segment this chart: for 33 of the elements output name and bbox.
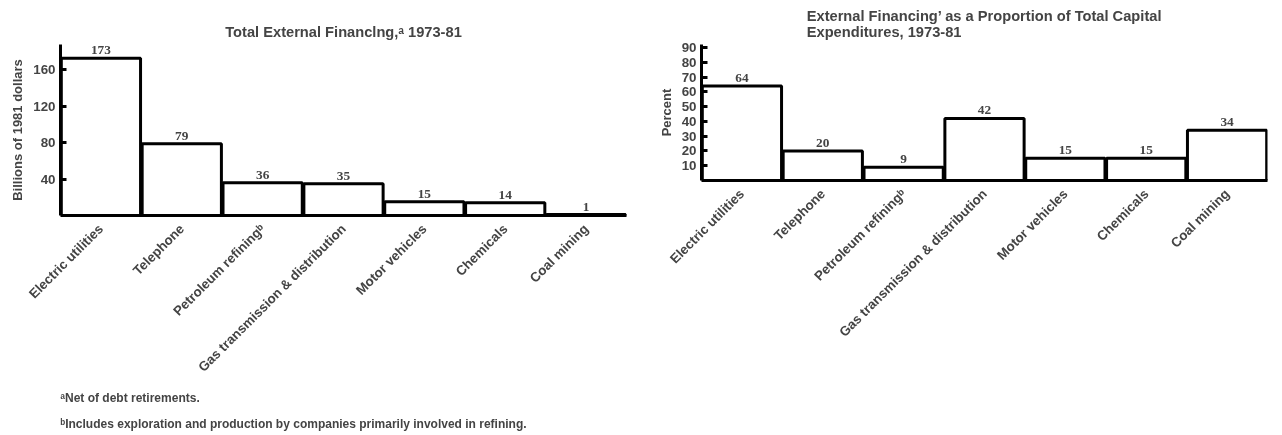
data-label: 34 — [1220, 114, 1235, 130]
data-label: 79 — [175, 127, 189, 143]
data-label: 20 — [816, 134, 830, 150]
y-tick-label: 50 — [681, 99, 697, 115]
y-axis-title: Billions of 1981 dollars — [10, 59, 26, 201]
y-tick-label: 20 — [681, 143, 697, 159]
data-label: 15 — [1058, 142, 1073, 158]
data-label: 14 — [498, 186, 513, 202]
y-tick-label: 70 — [681, 69, 697, 85]
data-label: 64 — [735, 69, 749, 85]
y-tick-label: 80 — [681, 54, 697, 70]
y-tick-label: 160 — [33, 62, 56, 78]
y-tick-label: 80 — [40, 135, 56, 151]
chart-title: Total External Financlng,ᵃ 1973-81 — [225, 23, 462, 40]
y-tick-label: 40 — [40, 171, 56, 187]
y-tick-label: 40 — [681, 113, 697, 129]
y-tick-label: 30 — [681, 128, 697, 144]
data-label: 9 — [900, 151, 908, 167]
y-axis-title: Percent — [658, 87, 674, 137]
y-tick-label: 120 — [33, 98, 56, 114]
y-tick-label: 90 — [681, 39, 697, 55]
data-label: 173 — [90, 42, 112, 58]
data-label: 42 — [977, 102, 992, 118]
data-label: 35 — [336, 167, 351, 183]
chart-title: External Financing’ as a Proportion of Total Capital Expenditures, 1973-81 — [806, 7, 1162, 40]
data-label: 15 — [417, 185, 432, 201]
text: ᵇIncludes exploration and production by companies primarily involved in refining. — [60, 416, 527, 431]
y-tick-label: 10 — [681, 158, 697, 174]
y-tick-label: 60 — [681, 84, 697, 100]
data-label: 36 — [255, 166, 270, 182]
text: ᵃNet of debt retirements. — [60, 390, 200, 405]
data-label: 15 — [1139, 142, 1154, 158]
data-label: 1 — [582, 198, 590, 214]
